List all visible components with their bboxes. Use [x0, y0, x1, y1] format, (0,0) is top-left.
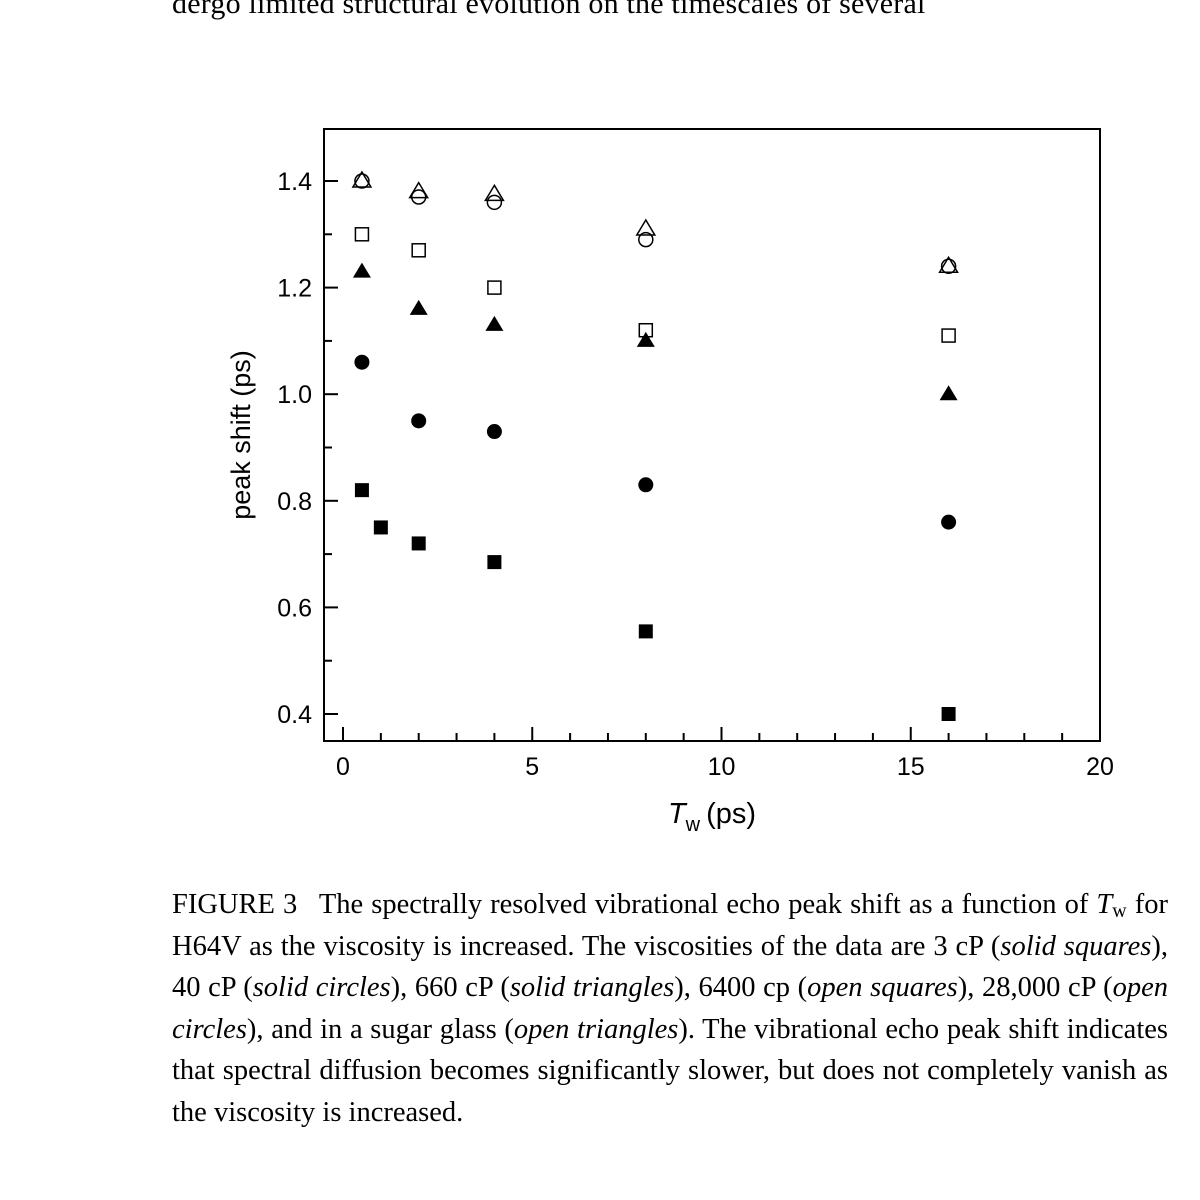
- x-tick-label: 15: [897, 753, 925, 781]
- open-square-marker: [638, 322, 654, 338]
- caption-text: ), 28,000 cP (: [957, 972, 1113, 1003]
- solid-circle-marker: [638, 477, 654, 493]
- x-tick-label: 5: [525, 753, 539, 781]
- solid-square-marker: [487, 555, 502, 570]
- caption-text: ). The vibrational echo peak shift indic…: [172, 1013, 1168, 1128]
- solid-triangle-marker: [636, 331, 655, 347]
- open-circle-marker: [638, 231, 654, 248]
- y-tick-label: 0.6: [277, 594, 312, 622]
- solid-square-marker: [638, 624, 653, 639]
- x-axis-label-sub: w: [685, 814, 701, 836]
- solid-triangle-marker: [352, 262, 371, 278]
- open-square-marker: [487, 280, 502, 295]
- open-square-marker: [941, 328, 956, 343]
- axis-ticks: [324, 180, 1101, 741]
- solid-triangle-marker: [485, 315, 504, 331]
- peak-shift-chart: 0 5 10 15 20 0.4 0.6 0.8 1.0 1.2 1.4 peak shift (p…: [226, 128, 1114, 836]
- data-markers: [351, 170, 959, 721]
- open-circle-marker: [486, 194, 503, 211]
- solid-circle-marker: [941, 514, 957, 530]
- solid-square-marker: [373, 520, 388, 535]
- caption-tw-symbol: T: [1096, 889, 1113, 920]
- y-tick-label: 0.8: [277, 488, 312, 516]
- x-tick-label: 20: [1086, 753, 1114, 781]
- open-triangle-marker: [408, 181, 430, 199]
- caption-text: The spectrally resolved vibrational echo…: [318, 889, 1097, 920]
- open-square-marker: [354, 227, 370, 242]
- preceding-body-text: dergo limited structural evolution on th…: [172, 0, 926, 20]
- solid-square-marker: [354, 483, 369, 498]
- open-triangle-marker: [351, 170, 373, 188]
- caption-series-open-triangles: open triangles: [513, 1013, 679, 1045]
- open-triangle-marker: [484, 183, 505, 202]
- plot-frame: [323, 128, 1101, 742]
- y-tick-label: 0.4: [277, 701, 312, 729]
- x-axis-label-main: T: [668, 798, 688, 830]
- open-square-marker: [411, 243, 426, 258]
- x-axis-label: Tw (ps): [668, 798, 756, 836]
- tick-labels: 0 5 10 15 20 0.4 0.6 0.8 1.0 1.2 1.4: [277, 168, 1114, 781]
- caption-series-solid-squares: solid squares: [1000, 930, 1152, 962]
- caption-text: ), 660 cP (: [390, 972, 510, 1003]
- caption-text: ), 40 cP (: [172, 930, 1168, 1004]
- y-tick-label: 1.4: [277, 168, 312, 196]
- caption-text: for H64V as the viscosity is increased. …: [172, 889, 1168, 962]
- solid-square-marker: [411, 536, 426, 551]
- caption-text: ), and in a sugar glass (: [246, 1013, 514, 1045]
- x-tick-label: 0: [336, 753, 350, 781]
- y-axis-label: peak shift (ps): [226, 350, 256, 520]
- figure-label: FIGURE 3: [172, 889, 298, 920]
- x-axis-label-unit: (ps): [706, 798, 756, 830]
- x-tick-label: 10: [708, 753, 736, 781]
- solid-triangle-marker: [409, 299, 428, 315]
- solid-square-marker: [941, 707, 956, 721]
- solid-triangle-marker: [939, 385, 958, 401]
- solid-circle-marker: [486, 424, 502, 440]
- y-tick-label: 1.2: [277, 275, 312, 303]
- open-circle-marker: [940, 258, 957, 275]
- open-circle-marker: [354, 173, 370, 189]
- caption-series-solid-circles: solid circles: [252, 972, 391, 1003]
- solid-circle-marker: [411, 413, 427, 429]
- open-triangle-marker: [938, 255, 959, 274]
- figure-caption: FIGURE 3 The spectrally resolved vibrati…: [172, 884, 1168, 1133]
- y-tick-label: 1.0: [277, 381, 312, 409]
- solid-circle-marker: [354, 354, 370, 370]
- caption-series-solid-triangles: solid triangles: [509, 972, 675, 1003]
- open-triangle-marker: [635, 218, 657, 236]
- caption-tw-subscript: w: [1112, 900, 1127, 922]
- caption-text: ), 6400 cp (: [674, 972, 808, 1003]
- caption-series-open-circles: open circles: [172, 972, 1168, 1045]
- caption-series-open-squares: open squares: [807, 972, 958, 1003]
